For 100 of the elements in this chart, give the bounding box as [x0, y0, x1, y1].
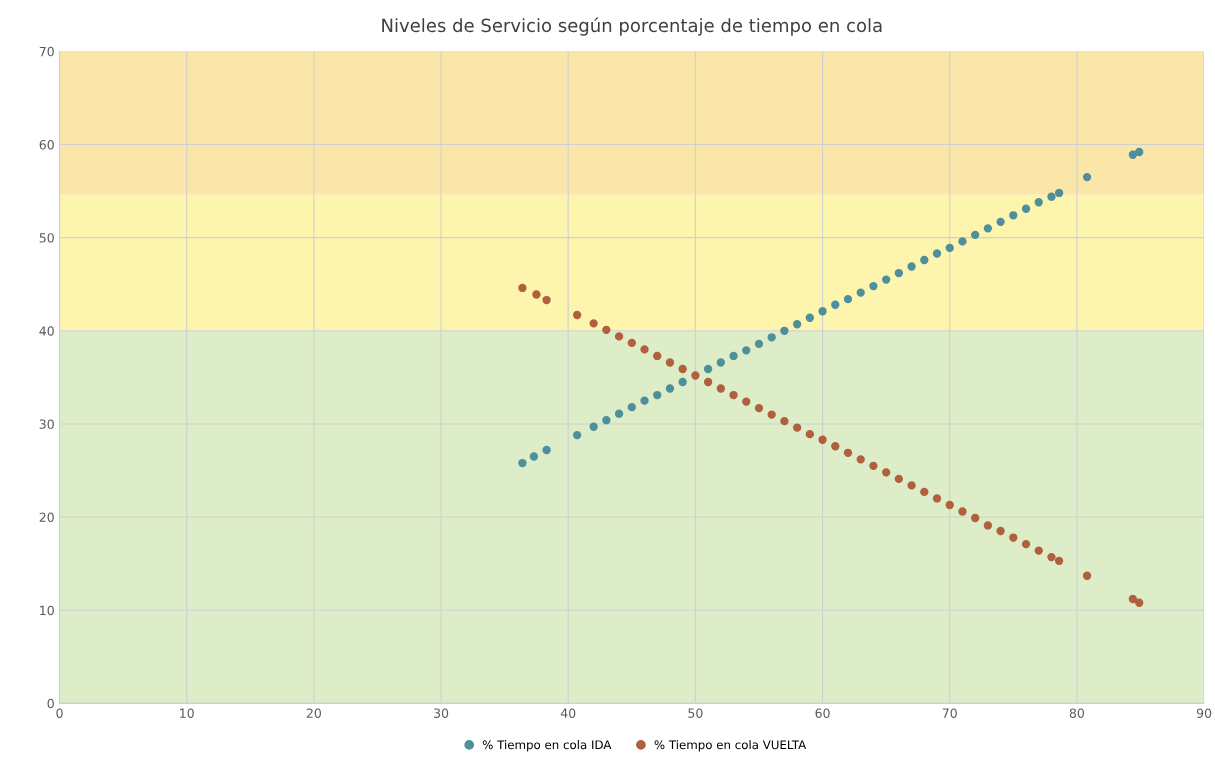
point [996, 526, 1005, 536]
point [767, 410, 776, 419]
point [627, 403, 636, 412]
point [542, 445, 551, 455]
point [754, 403, 764, 413]
y-tick-label: 10 [40, 605, 54, 616]
point [742, 346, 751, 355]
point [945, 243, 954, 253]
point [729, 351, 738, 361]
point [1128, 594, 1138, 604]
point [1021, 539, 1031, 549]
point [1082, 172, 1092, 182]
point [920, 487, 929, 497]
point [1047, 552, 1056, 562]
point [881, 468, 891, 477]
point [932, 494, 942, 503]
point [805, 313, 814, 322]
point [805, 430, 814, 439]
point [818, 307, 827, 316]
legend-label: % Tiempo en cola IDA [482, 740, 612, 752]
y-tick-label: 40 [39, 326, 54, 336]
point [653, 390, 662, 400]
x-tick-label: 10 [180, 708, 194, 718]
point [640, 396, 649, 405]
point [780, 326, 789, 335]
point [754, 339, 764, 348]
point [920, 255, 929, 265]
point [996, 217, 1005, 226]
point [716, 358, 725, 367]
y-tick-label: 20 [39, 512, 54, 522]
point [703, 377, 713, 387]
point [542, 295, 551, 305]
point [691, 371, 700, 380]
point [792, 320, 802, 329]
point [869, 461, 878, 471]
point [907, 262, 916, 271]
chart-title: Niveles de Servicio según porcentaje de tiempo en cola [382, 17, 882, 36]
point [572, 430, 582, 440]
point [869, 281, 878, 291]
x-tick-label: 50 [688, 708, 703, 718]
point [792, 423, 802, 432]
y-tick-label: 60 [39, 140, 54, 150]
x-tick-label: 90 [1196, 708, 1212, 718]
point [894, 268, 904, 278]
point [856, 288, 865, 297]
point [572, 310, 582, 320]
point [958, 507, 967, 516]
point [907, 481, 916, 490]
point [1047, 192, 1056, 201]
point [1135, 147, 1144, 157]
point [932, 249, 942, 258]
point [767, 333, 776, 342]
x-tick-label: 70 [942, 708, 957, 718]
point [703, 364, 713, 374]
point [665, 384, 675, 393]
legend-label: % Tiempo en cola VUELTA [654, 740, 807, 752]
point [589, 319, 598, 328]
x-tick-label: 80 [1069, 708, 1085, 718]
x-tick-label: 30 [434, 708, 449, 718]
point [970, 230, 980, 240]
y-tick-label: 50 [39, 233, 54, 243]
point [1128, 150, 1138, 159]
point [518, 283, 527, 293]
point [627, 338, 636, 348]
y-tick-label: 0 [47, 698, 54, 709]
point [983, 521, 993, 530]
point [602, 325, 611, 335]
point [831, 300, 840, 309]
point [983, 224, 993, 233]
point [678, 364, 687, 374]
point [970, 513, 980, 523]
point [780, 416, 789, 426]
x-tick-label: 0 [56, 708, 63, 718]
point [1009, 211, 1018, 220]
point [894, 474, 904, 484]
point [958, 237, 967, 246]
point [856, 455, 865, 464]
point [1034, 198, 1043, 207]
y-tick-label: 70 [39, 46, 54, 57]
point [1021, 204, 1031, 213]
point [589, 422, 598, 431]
point [1009, 533, 1018, 542]
point [529, 452, 539, 461]
point [653, 351, 662, 361]
point [532, 290, 541, 299]
point [716, 384, 725, 393]
point [678, 377, 687, 387]
point [729, 390, 738, 400]
point [1054, 556, 1064, 566]
point [640, 345, 649, 354]
point [614, 409, 624, 418]
point [665, 358, 675, 367]
point [945, 500, 954, 510]
point [1054, 188, 1064, 198]
point [831, 442, 840, 451]
point [614, 332, 624, 341]
point [1082, 571, 1092, 580]
point [843, 448, 853, 457]
point [1034, 546, 1043, 555]
point [881, 275, 891, 284]
